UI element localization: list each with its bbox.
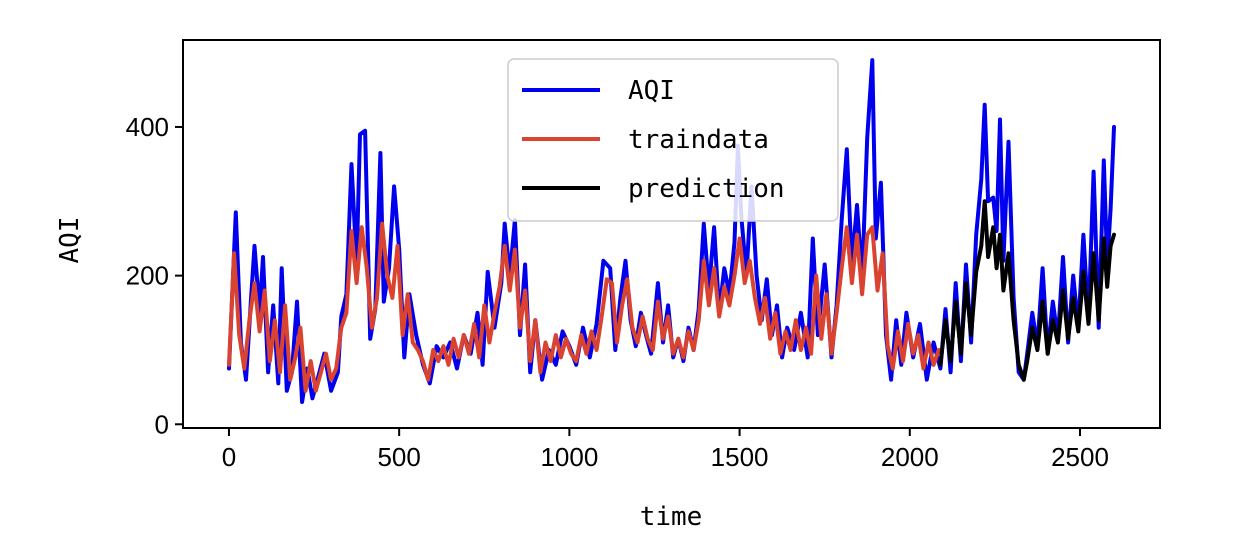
series-line-traindata: [227, 221, 941, 393]
series-layer: [227, 58, 1116, 404]
legend-label-AQI: AQI: [628, 76, 675, 106]
x-tick-label: 0: [222, 442, 236, 472]
y-tick-label: 0: [155, 409, 169, 439]
x-axis-label: time: [640, 502, 703, 532]
x-tick-label: 2000: [881, 442, 939, 472]
series-line-prediction: [938, 199, 1116, 382]
y-tick-label: 200: [126, 261, 169, 291]
legend-box: [507, 58, 839, 222]
y-axis-label: AQI: [55, 217, 85, 264]
y-tick-label: 400: [126, 112, 169, 142]
plot-frame: [182, 39, 1161, 429]
x-tick-label: 2500: [1051, 442, 1109, 472]
x-tick-label: 1000: [540, 442, 598, 472]
legend: AQI traindata prediction: [507, 58, 839, 222]
legend-label-traindata: traindata: [628, 125, 769, 155]
legend-label-prediction: prediction: [628, 174, 785, 204]
x-tick-label: 500: [377, 442, 420, 472]
x-tick-label: 1500: [711, 442, 769, 472]
ticks-layer: 0 500 1000 1500 2000 2500 0 200 400: [126, 112, 1109, 472]
